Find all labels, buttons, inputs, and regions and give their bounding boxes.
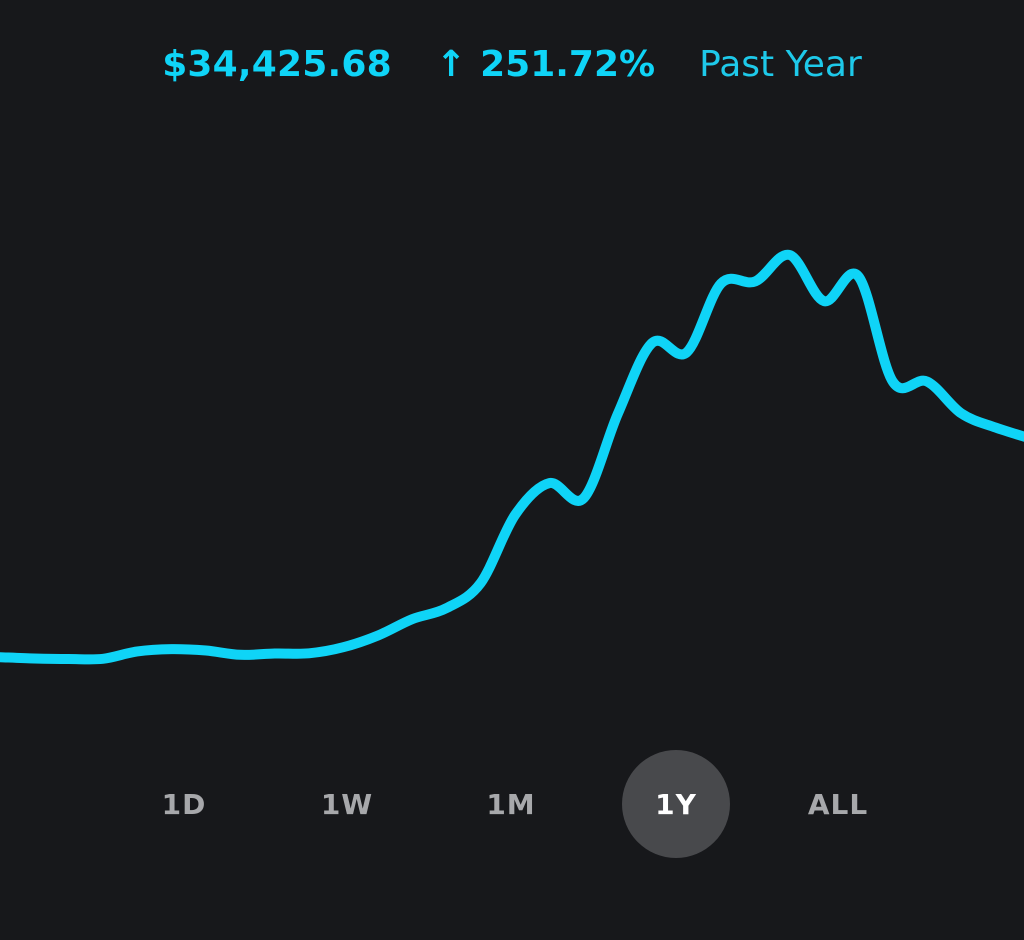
change-percent: 251.72% — [480, 43, 656, 85]
range-1y-button[interactable]: 1Y — [622, 750, 730, 858]
arrow-up-icon: ↑ — [435, 43, 467, 85]
period-label: Past Year — [699, 43, 862, 85]
range-1w-button[interactable]: 1W — [320, 787, 374, 821]
price-line — [0, 249, 1024, 665]
portfolio-value: $34,425.68 — [162, 43, 392, 85]
time-range-selector: 1D 1W 1M 1Y ALL — [0, 750, 1024, 860]
portfolio-summary: $34,425.68 ↑ 251.72% Past Year — [0, 36, 1024, 92]
change-indicator: ↑ 251.72% — [436, 44, 655, 85]
range-all-button[interactable]: ALL — [807, 787, 869, 821]
range-1d-button[interactable]: 1D — [161, 787, 207, 821]
range-1m-button[interactable]: 1M — [486, 787, 536, 821]
